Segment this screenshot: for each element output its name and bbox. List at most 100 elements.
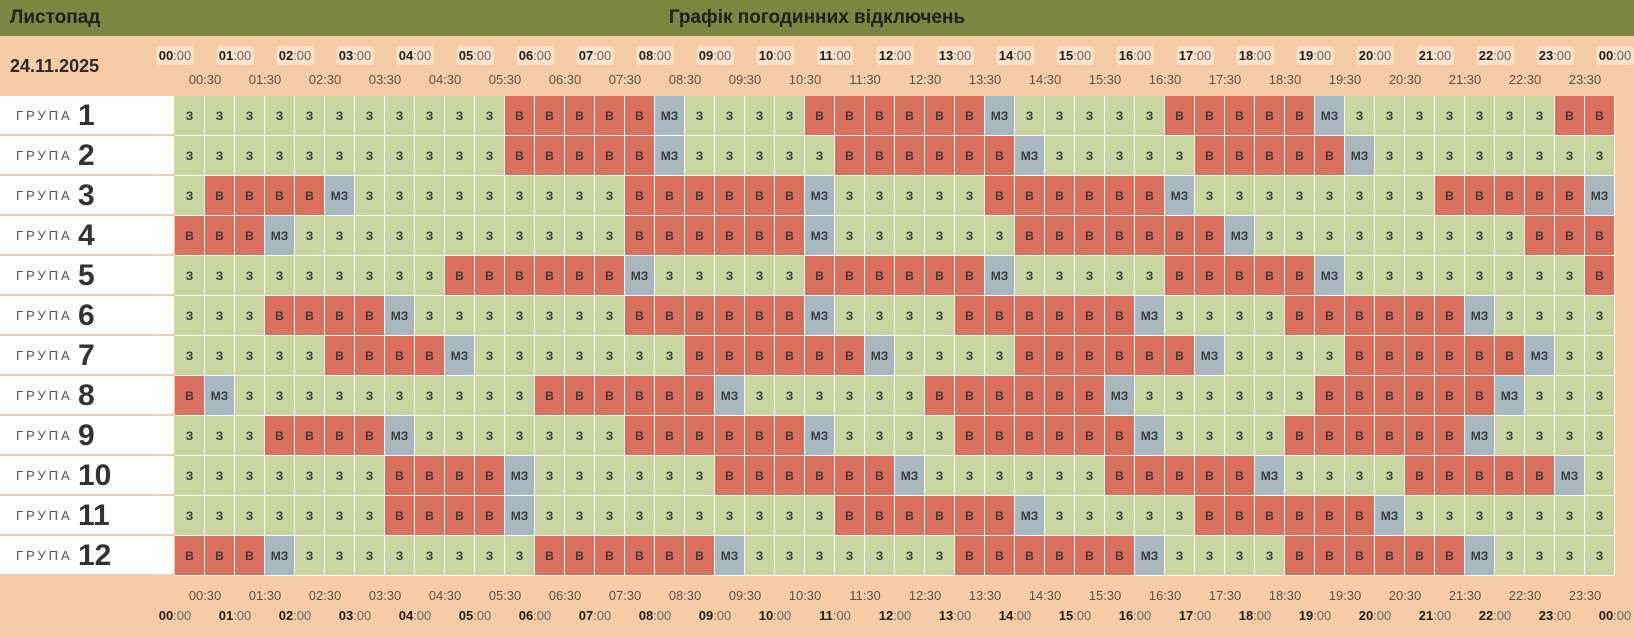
schedule-cell: В — [955, 256, 985, 296]
schedule-cell: З — [985, 456, 1015, 496]
schedule-cell: З — [595, 416, 625, 456]
half-hour-label: 17:30 — [1208, 72, 1242, 87]
half-hour-label: 04:30 — [428, 72, 462, 87]
schedule-cell: В — [835, 456, 865, 496]
hour-label: 00:00 — [158, 608, 192, 623]
schedule-cell: В — [805, 256, 835, 296]
schedule-cell: В — [1345, 296, 1375, 336]
schedule-cell: З — [1255, 216, 1285, 256]
group-number: 8 — [78, 379, 95, 412]
schedule-cell: З — [565, 336, 595, 376]
schedule-cell: З — [265, 256, 295, 296]
schedule-cell: З — [955, 176, 985, 216]
schedule-cell: В — [1555, 216, 1585, 256]
schedule-cell: В — [1285, 256, 1315, 296]
schedule-cell: В — [1555, 176, 1585, 216]
schedule-cell: МЗ — [1495, 376, 1525, 416]
schedule-cell: З — [1345, 456, 1375, 496]
schedule-cell: З — [805, 376, 835, 416]
schedule-cell: В — [1315, 416, 1345, 456]
schedule-cell: В — [685, 296, 715, 336]
schedule-cell: В — [1165, 256, 1195, 296]
hour-label: 13:00 — [938, 608, 972, 623]
schedule-cell: З — [265, 96, 295, 136]
schedule-cell: В — [865, 136, 895, 176]
schedule-cell: З — [925, 336, 955, 376]
schedule-cell: В — [355, 336, 385, 376]
schedule-cell: З — [1495, 496, 1525, 536]
schedule-cell: З — [715, 136, 745, 176]
schedule-cell: З — [385, 256, 415, 296]
schedule-cell: З — [175, 96, 205, 136]
schedule-cell: В — [1525, 176, 1555, 216]
schedule-cell: В — [325, 336, 355, 376]
schedule-cell: В — [1375, 296, 1405, 336]
hour-label: 20:00 — [1356, 46, 1394, 65]
schedule-cell: З — [1105, 496, 1135, 536]
schedule-cell: З — [205, 496, 235, 536]
schedule-cell: З — [1285, 376, 1315, 416]
schedule-cell: В — [535, 96, 565, 136]
hour-label: 22:00 — [1478, 608, 1512, 623]
schedule-cell: В — [1405, 416, 1435, 456]
schedule-cell: В — [895, 496, 925, 536]
schedule-cell: З — [1465, 96, 1495, 136]
schedule-cell: З — [895, 536, 925, 576]
schedule-cell: В — [895, 256, 925, 296]
schedule-cell: З — [1285, 216, 1315, 256]
schedule-cell: З — [865, 416, 895, 456]
schedule-cell: З — [175, 296, 205, 336]
schedule-cell: З — [415, 416, 445, 456]
schedule-cell: В — [625, 416, 655, 456]
schedule-cell: З — [355, 376, 385, 416]
group-number: 4 — [78, 219, 95, 252]
schedule-cell: З — [745, 376, 775, 416]
schedule-cell: З — [955, 456, 985, 496]
schedule-cell: В — [1435, 336, 1465, 376]
hour-label: 06:00 — [516, 46, 554, 65]
schedule-cell: В — [205, 216, 235, 256]
schedule-cell: В — [1465, 336, 1495, 376]
schedule-cell: З — [1585, 136, 1615, 176]
schedule-cell: МЗ — [505, 496, 535, 536]
hour-label: 17:00 — [1176, 46, 1214, 65]
schedule-cell: З — [1255, 296, 1285, 336]
hour-label: 00:00 — [156, 46, 194, 65]
schedule-cell: З — [1375, 176, 1405, 216]
hour-label: 11:00 — [817, 46, 853, 65]
schedule-cell: З — [355, 96, 385, 136]
schedule-cell: З — [415, 136, 445, 176]
schedule-cell: З — [745, 496, 775, 536]
schedule-cell: З — [1225, 536, 1255, 576]
schedule-cell: В — [805, 96, 835, 136]
schedule-cell: З — [835, 296, 865, 336]
schedule-cell: З — [775, 256, 805, 296]
schedule-cell: В — [685, 416, 715, 456]
schedule-cell: В — [1405, 336, 1435, 376]
schedule-cell: МЗ — [1345, 136, 1375, 176]
hour-label: 21:00 — [1418, 608, 1452, 623]
schedule-cell: З — [415, 536, 445, 576]
schedule-cell: З — [1435, 256, 1465, 296]
schedule-cell: В — [385, 336, 415, 376]
schedule-cell: В — [805, 456, 835, 496]
schedule-cell: В — [625, 216, 655, 256]
schedule-cell: З — [925, 416, 955, 456]
schedule-cell: З — [595, 296, 625, 336]
hour-label: 14:00 — [996, 46, 1034, 65]
half-hour-label: 22:30 — [1508, 588, 1542, 603]
schedule-cell: З — [1495, 536, 1525, 576]
schedule-cell: В — [745, 416, 775, 456]
group-word: ГРУПА — [16, 228, 73, 243]
schedule-cell: З — [1225, 176, 1255, 216]
schedule-cell: З — [505, 536, 535, 576]
schedule-cell: З — [1375, 256, 1405, 296]
schedule-cell: З — [1255, 376, 1285, 416]
schedule-cell: З — [895, 376, 925, 416]
schedule-cell: З — [685, 456, 715, 496]
schedule-cell: В — [1195, 216, 1225, 256]
half-hour-label: 07:30 — [608, 72, 642, 87]
schedule-cell: З — [295, 496, 325, 536]
schedule-cell: З — [1405, 96, 1435, 136]
schedule-cell: З — [385, 96, 415, 136]
